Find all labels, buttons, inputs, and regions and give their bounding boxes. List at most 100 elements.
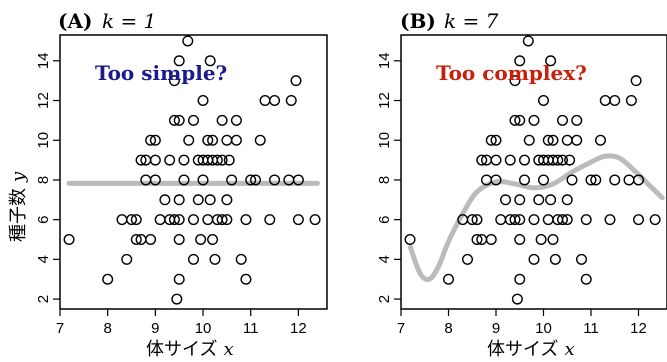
panel-a-data-point bbox=[130, 234, 142, 246]
panel-a-data-point bbox=[235, 253, 247, 265]
panel-b-y-axis: 2 4 6 8 10 12 14 bbox=[376, 52, 401, 303]
panel-a-y-tick-label: 12 bbox=[35, 92, 52, 109]
panel-a-data-point bbox=[168, 114, 180, 126]
panel-b-data-point bbox=[633, 214, 645, 226]
panel-a-data-point bbox=[182, 35, 194, 47]
panel-b-data-point bbox=[485, 134, 497, 146]
panel-a-data-point bbox=[195, 234, 207, 246]
panel-a-data-point bbox=[221, 214, 233, 226]
panel-a-x-axis-title: 体サイズ x bbox=[146, 339, 234, 360]
panel-a-data-point bbox=[116, 214, 128, 226]
panel-a-data-point bbox=[254, 134, 266, 146]
panel-a-data-point bbox=[269, 95, 281, 107]
panel-b-data-point bbox=[557, 154, 569, 166]
panel-b-x-tick-label: 9 bbox=[492, 320, 500, 337]
panel-b-y-tick-label: 12 bbox=[376, 92, 393, 109]
panel-a-data-point bbox=[216, 114, 228, 126]
panel-b-data-point bbox=[514, 194, 526, 206]
panel-a-letter: (A) bbox=[58, 9, 92, 33]
panel-b-y-tick-label: 2 bbox=[376, 295, 393, 303]
panel-a-data-point bbox=[168, 214, 180, 226]
panel-a-data-point bbox=[187, 214, 199, 226]
panel-b-data-point bbox=[547, 134, 559, 146]
panel-b-x-axis-title: 体サイズ x bbox=[487, 339, 575, 360]
panel-b-data-point bbox=[630, 75, 642, 87]
panel-b-data-point bbox=[528, 214, 540, 226]
panel-a-data-point bbox=[63, 234, 75, 246]
panel-a-data-point bbox=[178, 154, 190, 166]
panel-a-data-point bbox=[192, 194, 204, 206]
panel-a-y-tick-label: 8 bbox=[35, 176, 52, 184]
panel-a-annotation: Too simple? bbox=[95, 61, 227, 85]
panel-b-data-point bbox=[490, 174, 502, 186]
panel-b-data-point bbox=[552, 154, 564, 166]
panel-b-x-tick-label: 12 bbox=[630, 320, 647, 337]
panel-a-data-point bbox=[216, 154, 228, 166]
panel-b-data-point bbox=[514, 55, 526, 67]
panel-b-data-point bbox=[514, 214, 526, 226]
panel-b-data-point bbox=[519, 174, 531, 186]
panel-b-data-point bbox=[514, 114, 526, 126]
panel-b-annotation: Too complex? bbox=[436, 61, 587, 85]
panel-b-data-point bbox=[509, 114, 521, 126]
panel-a-data-point bbox=[135, 154, 147, 166]
panel-a-y-axis-title-text: 種子数 bbox=[8, 188, 29, 242]
panel-a-data-point bbox=[154, 214, 166, 226]
panel-a-x-tick-label: 8 bbox=[104, 320, 112, 337]
panel-b-data-point bbox=[571, 114, 583, 126]
panel-a-data-point bbox=[145, 234, 157, 246]
panel-a-data-point bbox=[240, 214, 252, 226]
panel-a-data-point bbox=[121, 253, 133, 265]
panel-b-x-tick-label: 8 bbox=[444, 320, 452, 337]
panel-a-data-point bbox=[149, 154, 161, 166]
panel-a-data-point bbox=[149, 134, 161, 146]
panel-b-data-point bbox=[545, 194, 557, 206]
panel-b-data-point bbox=[485, 234, 497, 246]
panel-b-data-point bbox=[580, 273, 592, 285]
panel-a-x-axis-title-text: 体サイズ bbox=[146, 339, 217, 360]
panel-a-parameter: k = 1 bbox=[102, 9, 156, 33]
panel-a-data-point bbox=[202, 214, 214, 226]
panel-a-data-point bbox=[183, 134, 195, 146]
panel-a-data-point bbox=[211, 154, 223, 166]
panel-a-data-point bbox=[230, 114, 242, 126]
panel-a-y-tick-label: 4 bbox=[35, 255, 52, 263]
panel-a-plot-frame bbox=[59, 34, 328, 310]
panel-b-data-point bbox=[571, 134, 583, 146]
panel-a-x-tick-label: 12 bbox=[290, 320, 307, 337]
panel-b-y-tick-label: 8 bbox=[376, 176, 393, 184]
panel-a-data-point bbox=[126, 214, 138, 226]
panel-b-data-point bbox=[561, 194, 573, 206]
panel-a-data-point bbox=[221, 194, 233, 206]
panel-b-data-point bbox=[599, 95, 611, 107]
panel-a-data-point bbox=[207, 234, 219, 246]
panel-a-data-point bbox=[173, 55, 185, 67]
panel-b-data-point bbox=[538, 95, 550, 107]
panel-b-data-point bbox=[533, 194, 545, 206]
panel-a-data-point bbox=[249, 174, 261, 186]
panel-b-data-point bbox=[404, 234, 416, 246]
panel-a-x-tick-label: 10 bbox=[195, 320, 212, 337]
panel-b-data-point bbox=[557, 114, 569, 126]
panel-b-data-point bbox=[580, 214, 592, 226]
panel-a-data-point bbox=[187, 114, 199, 126]
panel-b-fit-line bbox=[408, 153, 665, 283]
panel-b-y-tick-label: 14 bbox=[376, 52, 393, 69]
panel-b-data-point bbox=[561, 134, 573, 146]
panel-b-x-tick-label: 11 bbox=[583, 320, 599, 337]
panel-a-data-point bbox=[221, 134, 233, 146]
panel-b-data-point bbox=[590, 174, 602, 186]
panel-a-data-point bbox=[168, 75, 180, 87]
panel-a-y-axis: 2 4 6 8 10 12 14 bbox=[35, 52, 60, 303]
panel-a-y-axis-variable: y bbox=[8, 171, 29, 183]
panel-a-points bbox=[63, 35, 321, 305]
panel-b-data-point bbox=[535, 234, 547, 246]
panel-b-y-tick-label: 6 bbox=[376, 215, 393, 223]
panel-b-data-point bbox=[623, 174, 635, 186]
panel-b-y-tick-label: 4 bbox=[376, 255, 393, 263]
panel-b-data-point bbox=[509, 75, 521, 87]
panel-a-x-axis-variable: x bbox=[223, 339, 233, 360]
panel-b-data-point bbox=[500, 194, 512, 206]
panel-b-data-point bbox=[471, 214, 483, 226]
panel-a-data-point bbox=[187, 253, 199, 265]
